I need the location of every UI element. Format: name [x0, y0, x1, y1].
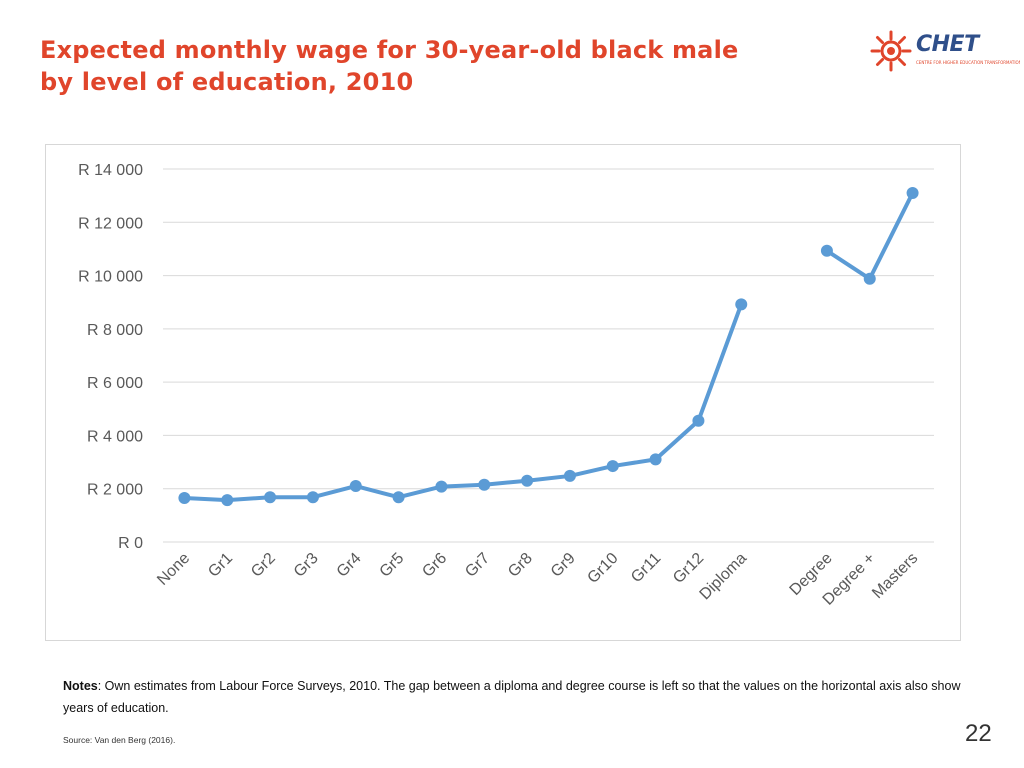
- page-number: 22: [965, 720, 992, 747]
- data-point: [606, 460, 619, 473]
- data-point: [906, 186, 919, 199]
- x-tick-label: Gr9: [548, 550, 579, 581]
- logo-subtext: CENTRE FOR HIGHER EDUCATION TRANSFORMATI…: [916, 60, 1020, 65]
- data-point: [306, 491, 319, 504]
- x-tick-label: Gr11: [628, 550, 664, 586]
- data-point: [221, 494, 234, 507]
- data-point: [521, 474, 534, 487]
- data-point: [178, 492, 191, 505]
- wage-line-chart: R 0 R 2 000 R 4 000 R 6 000 R 8 000 R 10 000 R…: [78, 162, 934, 609]
- sun-emblem-icon: [870, 30, 912, 72]
- chet-logo: CHET CENTRE FOR HIGHER EDUCATION TRANSFO…: [870, 30, 1020, 74]
- source-citation: Source: Van den Berg (2016).: [63, 735, 176, 745]
- data-point: [563, 469, 576, 482]
- series-line: [182, 302, 744, 503]
- x-tick-label: Gr12: [670, 550, 707, 587]
- data-point: [349, 480, 362, 493]
- x-tick-label: Gr3: [291, 550, 322, 581]
- y-tick-label: R 6 000: [87, 375, 143, 392]
- x-tick-label: Gr2: [248, 550, 279, 581]
- y-tick-label: R 14 000: [78, 162, 143, 179]
- series-line: [824, 190, 915, 281]
- x-tick-label: Gr4: [334, 550, 365, 581]
- x-tick-label: Diploma: [697, 550, 751, 604]
- data-point: [735, 298, 748, 311]
- y-tick-label: R 4 000: [87, 428, 143, 445]
- x-tick-label: Gr8: [505, 550, 536, 581]
- x-tick-label: Gr1: [205, 550, 236, 581]
- notes-text: : Own estimates from Labour Force Survey…: [63, 679, 961, 715]
- x-tick-label: Gr5: [377, 550, 408, 581]
- title-line-1: Expected monthly wage for 30-year-old bl…: [40, 36, 739, 64]
- data-point: [478, 478, 491, 491]
- x-tick-label: Masters: [869, 550, 921, 602]
- chart-frame: R 0 R 2 000 R 4 000 R 6 000 R 8 000 R 10 000 R…: [45, 144, 961, 641]
- x-tick-label: Gr7: [462, 550, 493, 581]
- slide-title: Expected monthly wage for 30-year-old bl…: [40, 34, 739, 98]
- x-tick-label: Gr10: [584, 550, 621, 587]
- x-tick-label: Gr6: [419, 550, 450, 581]
- notes: Notes: Own estimates from Labour Force S…: [63, 675, 963, 719]
- notes-label: Notes: [63, 679, 98, 693]
- data-point: [820, 244, 833, 257]
- data-point: [264, 491, 277, 504]
- x-tick-label: None: [154, 550, 193, 589]
- y-tick-label: R 12 000: [78, 215, 143, 232]
- data-point: [863, 272, 876, 285]
- y-tick-label: R 10 000: [78, 269, 143, 286]
- data-point: [649, 453, 662, 466]
- data-point: [392, 491, 405, 504]
- logo-wordmark: CHET: [916, 32, 979, 57]
- data-point: [435, 480, 448, 493]
- data-point: [692, 414, 705, 427]
- title-line-2: by level of education, 2010: [40, 68, 414, 96]
- y-tick-label: R 8 000: [87, 322, 143, 339]
- y-tick-label: R 0: [118, 535, 143, 552]
- y-tick-label: R 2 000: [87, 482, 143, 499]
